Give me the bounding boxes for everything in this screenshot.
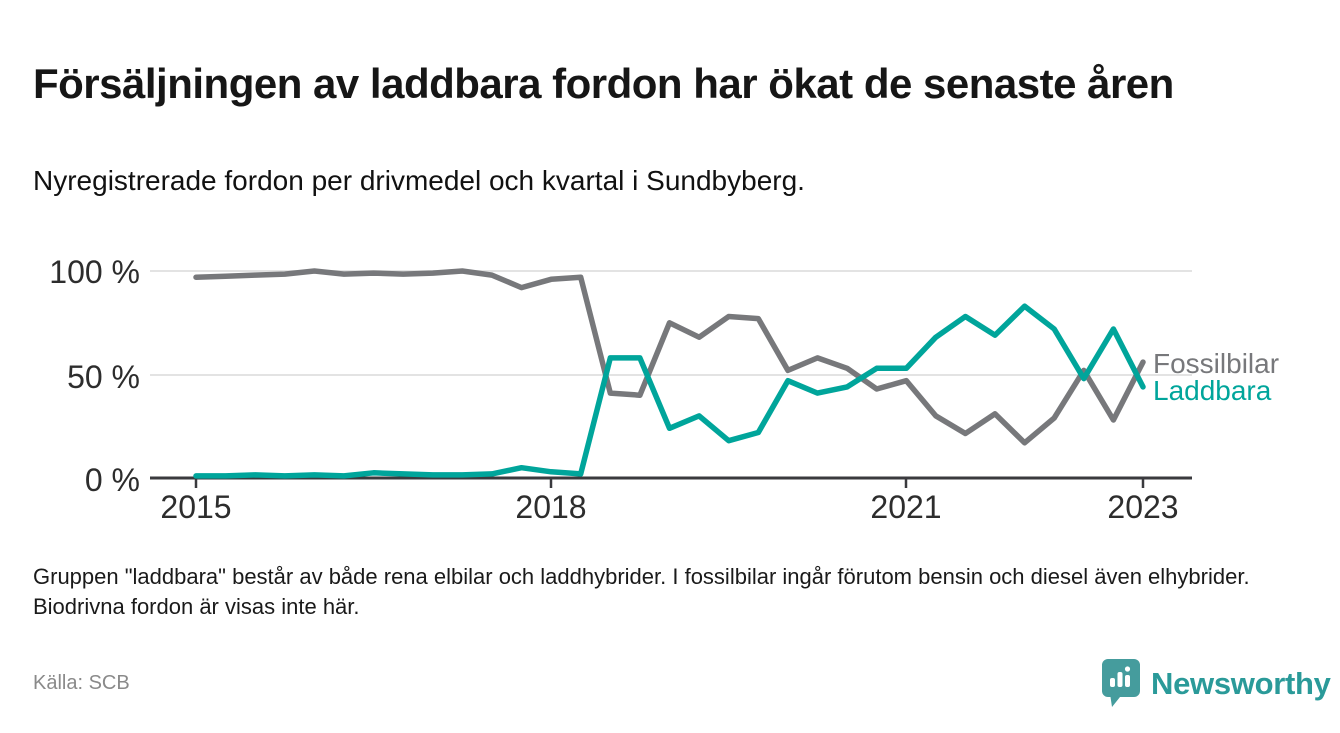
- series-label-laddbara: Laddbara: [1153, 375, 1272, 406]
- chart-subtitle: Nyregistrerade fordon per drivmedel och …: [33, 165, 805, 196]
- plot-svg: [150, 268, 1192, 488]
- line-laddbara: [193, 303, 1146, 479]
- y-axis-label-100: 100 %: [49, 254, 140, 290]
- x-axis-label-2023: 2023: [1107, 489, 1179, 525]
- newsworthy-logo-text: Newsworthy: [1151, 666, 1331, 701]
- line-fossilbilar: [193, 268, 1146, 446]
- series-label-fossilbilar: Fossilbilar: [1153, 348, 1280, 379]
- chart-title: Försäljningen av laddbara fordon har öka…: [33, 60, 1174, 108]
- newsworthy-logo-icon: [1102, 659, 1140, 707]
- footnote: Gruppen "laddbara" består av både rena e…: [33, 564, 1250, 619]
- y-axis-label-0: 0 %: [84, 462, 140, 498]
- x-axis-label-2015: 2015: [160, 489, 232, 525]
- source-label: Källa: SCB: [33, 672, 130, 694]
- y-axis-label-50: 50 %: [67, 359, 140, 395]
- x-axis-label-2018: 2018: [515, 489, 587, 525]
- newsworthy-logo[interactable]: Newsworthy: [1101, 658, 1331, 708]
- x-axis-label-2021: 2021: [870, 489, 942, 525]
